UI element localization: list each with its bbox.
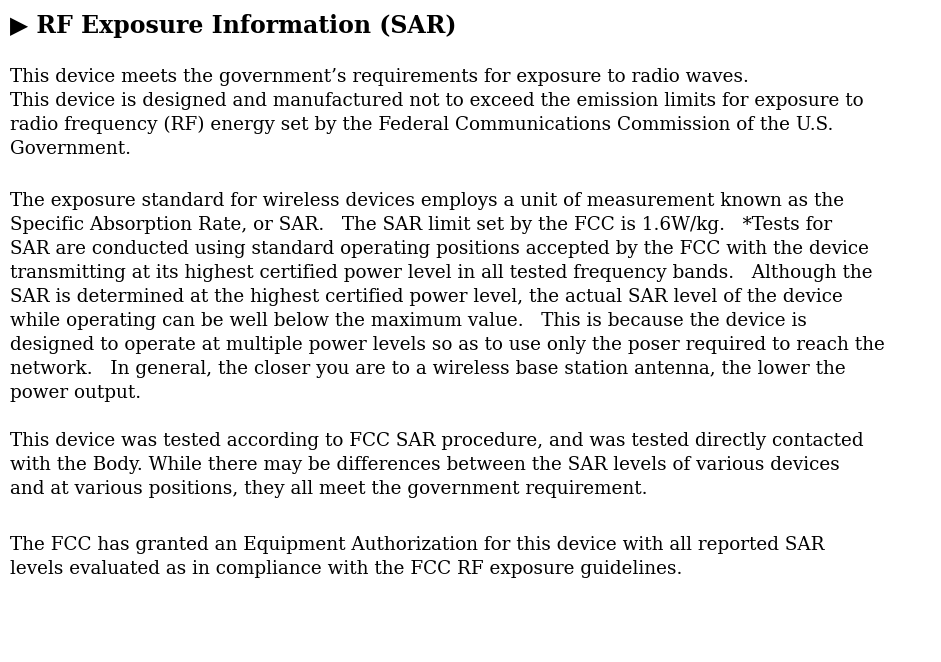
Text: transmitting at its highest certified power level in all tested frequency bands.: transmitting at its highest certified po…: [10, 264, 872, 282]
Text: ▶ RF Exposure Information (SAR): ▶ RF Exposure Information (SAR): [10, 14, 456, 38]
Text: Government.: Government.: [10, 140, 131, 158]
Text: Specific Absorption Rate, or SAR.   The SAR limit set by the FCC is 1.6W/kg.   *: Specific Absorption Rate, or SAR. The SA…: [10, 216, 832, 234]
Text: This device was tested according to FCC SAR procedure, and was tested directly c: This device was tested according to FCC …: [10, 432, 864, 450]
Text: network.   In general, the closer you are to a wireless base station antenna, th: network. In general, the closer you are …: [10, 360, 846, 378]
Text: with the Body. While there may be differences between the SAR levels of various : with the Body. While there may be differ…: [10, 456, 839, 474]
Text: power output.: power output.: [10, 384, 141, 402]
Text: designed to operate at multiple power levels so as to use only the poser require: designed to operate at multiple power le…: [10, 336, 885, 354]
Text: and at various positions, they all meet the government requirement.: and at various positions, they all meet …: [10, 480, 647, 498]
Text: SAR are conducted using standard operating positions accepted by the FCC with th: SAR are conducted using standard operati…: [10, 240, 869, 258]
Text: The FCC has granted an Equipment Authorization for this device with all reported: The FCC has granted an Equipment Authori…: [10, 536, 824, 554]
Text: This device meets the government’s requirements for exposure to radio waves.: This device meets the government’s requi…: [10, 68, 749, 86]
Text: The exposure standard for wireless devices employs a unit of measurement known a: The exposure standard for wireless devic…: [10, 192, 844, 210]
Text: This device is designed and manufactured not to exceed the emission limits for e: This device is designed and manufactured…: [10, 92, 864, 110]
Text: levels evaluated as in compliance with the FCC RF exposure guidelines.: levels evaluated as in compliance with t…: [10, 560, 682, 578]
Text: while operating can be well below the maximum value.   This is because the devic: while operating can be well below the ma…: [10, 312, 806, 330]
Text: radio frequency (RF) energy set by the Federal Communications Commission of the : radio frequency (RF) energy set by the F…: [10, 116, 834, 134]
Text: SAR is determined at the highest certified power level, the actual SAR level of : SAR is determined at the highest certifi…: [10, 288, 843, 306]
